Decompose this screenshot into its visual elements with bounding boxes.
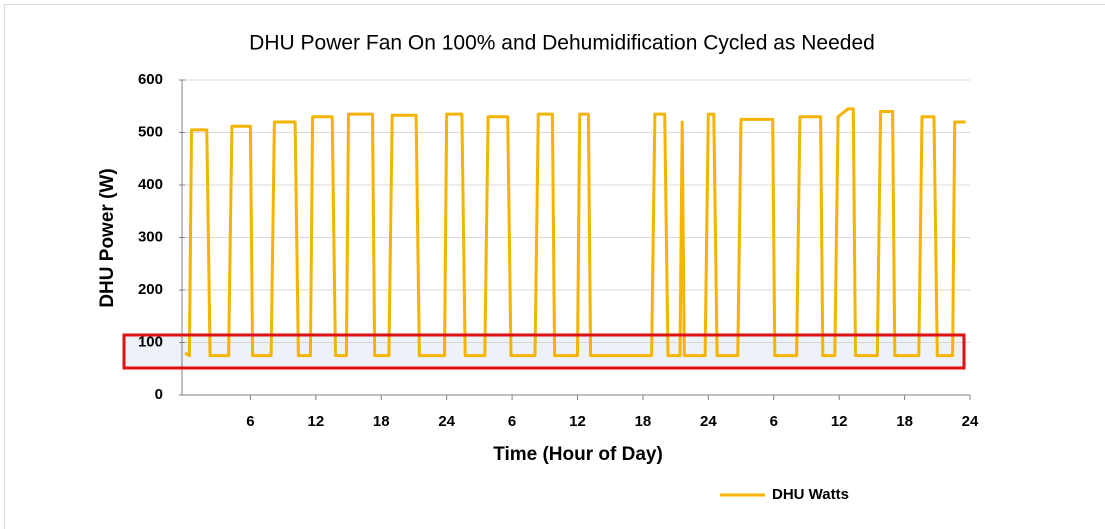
y-tick-label: 0 xyxy=(155,386,163,403)
data-line xyxy=(184,107,966,358)
x-tick-label: 18 xyxy=(373,413,390,430)
highlight-box xyxy=(122,333,966,370)
x-tick-label: 6 xyxy=(770,413,778,430)
y-axis-title: DHU Power (W) xyxy=(97,168,118,307)
chart-title: DHU Power Fan On 100% and Dehumidificati… xyxy=(249,32,875,55)
x-tick-label: 18 xyxy=(896,413,913,430)
y-tick-label: 300 xyxy=(138,228,163,245)
x-tick-label: 24 xyxy=(700,413,717,430)
x-tick-label: 12 xyxy=(569,413,586,430)
highlight-band xyxy=(124,335,964,368)
x-tick-label: 18 xyxy=(635,413,652,430)
y-tick-label: 100 xyxy=(138,333,163,350)
y-tick-label: 500 xyxy=(138,123,163,140)
legend-label: DHU Watts xyxy=(772,486,849,503)
frame xyxy=(4,4,1105,529)
x-tick-label: 6 xyxy=(508,413,516,430)
x-tick-label: 6 xyxy=(246,413,254,430)
x-tick-label: 12 xyxy=(307,413,324,430)
x-tick-label: 24 xyxy=(438,413,455,430)
x-tick-label: 24 xyxy=(962,413,979,430)
x-tick-label: 12 xyxy=(831,413,848,430)
y-tick-label: 400 xyxy=(138,176,163,193)
x-axis-title: Time (Hour of Day) xyxy=(493,444,663,465)
y-tick-label: 200 xyxy=(138,281,163,298)
y-tick-label: 600 xyxy=(138,71,163,88)
